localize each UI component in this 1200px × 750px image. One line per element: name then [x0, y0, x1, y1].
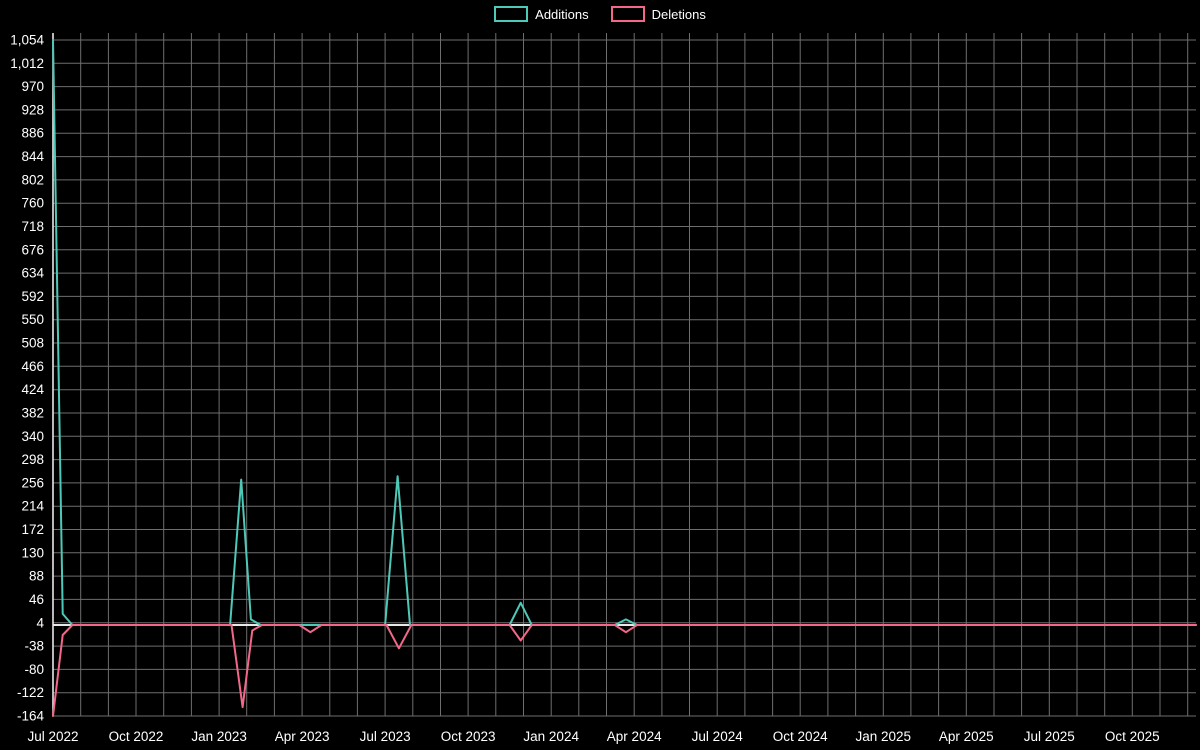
y-tick-label: 844	[21, 149, 44, 164]
y-tick-label: 508	[21, 336, 44, 351]
series-line-additions	[52, 39, 1197, 626]
y-tick-label: 4	[36, 615, 44, 630]
x-tick-label: Jan 2024	[523, 729, 579, 744]
y-tick-label: 46	[29, 592, 44, 607]
legend-item-deletions[interactable]: Deletions	[610, 6, 706, 22]
x-tick-label: Jul 2024	[692, 729, 744, 744]
y-tick-label: 970	[21, 79, 44, 94]
y-tick-label: 382	[21, 406, 44, 421]
y-tick-label: 886	[21, 126, 44, 141]
y-tick-label: 214	[21, 499, 44, 514]
y-tick-label: 802	[21, 172, 44, 187]
y-tick-label: -38	[24, 639, 44, 654]
x-tick-label: Oct 2023	[441, 729, 496, 744]
x-tick-label: Jul 2025	[1024, 729, 1075, 744]
x-tick-label: Jul 2022	[27, 729, 78, 744]
y-tick-label: -164	[17, 709, 45, 724]
x-tick-label: Jan 2023	[191, 729, 247, 744]
y-tick-label: 760	[21, 196, 44, 211]
y-tick-label: 592	[21, 289, 44, 304]
y-tick-label: -122	[17, 685, 44, 700]
y-tick-label: 1,054	[10, 33, 44, 48]
deletions-swatch-icon	[610, 6, 645, 22]
chart-legend: Additions Deletions	[0, 6, 1200, 22]
y-tick-label: 634	[21, 266, 44, 281]
y-tick-label: 172	[21, 522, 44, 537]
legend-label-deletions: Deletions	[651, 6, 706, 22]
additions-swatch-icon	[494, 6, 529, 22]
y-tick-label: 88	[29, 569, 44, 584]
y-tick-label: 466	[21, 359, 44, 374]
legend-item-additions[interactable]: Additions	[494, 6, 589, 22]
series-line-deletions	[52, 624, 1197, 717]
x-tick-label: Oct 2025	[1105, 729, 1160, 744]
y-tick-label: 718	[21, 219, 44, 234]
x-tick-label: Oct 2022	[109, 729, 164, 744]
x-tick-label: Oct 2024	[773, 729, 828, 744]
y-tick-label: 550	[21, 312, 44, 327]
y-tick-label: 1,012	[10, 56, 44, 71]
x-tick-label: Apr 2024	[607, 729, 662, 744]
x-tick-label: Apr 2023	[275, 729, 330, 744]
x-tick-label: Jul 2023	[360, 729, 411, 744]
y-tick-label: 130	[21, 545, 44, 560]
y-tick-label: -80	[24, 662, 44, 677]
y-tick-label: 298	[21, 452, 44, 467]
y-tick-label: 424	[21, 382, 44, 397]
y-tick-label: 340	[21, 429, 44, 444]
legend-label-additions: Additions	[535, 6, 589, 22]
x-tick-label: Jan 2025	[856, 729, 912, 744]
y-tick-label: 676	[21, 242, 44, 257]
y-tick-label: 928	[21, 102, 44, 117]
y-tick-label: 256	[21, 475, 44, 490]
x-tick-label: Apr 2025	[939, 729, 994, 744]
